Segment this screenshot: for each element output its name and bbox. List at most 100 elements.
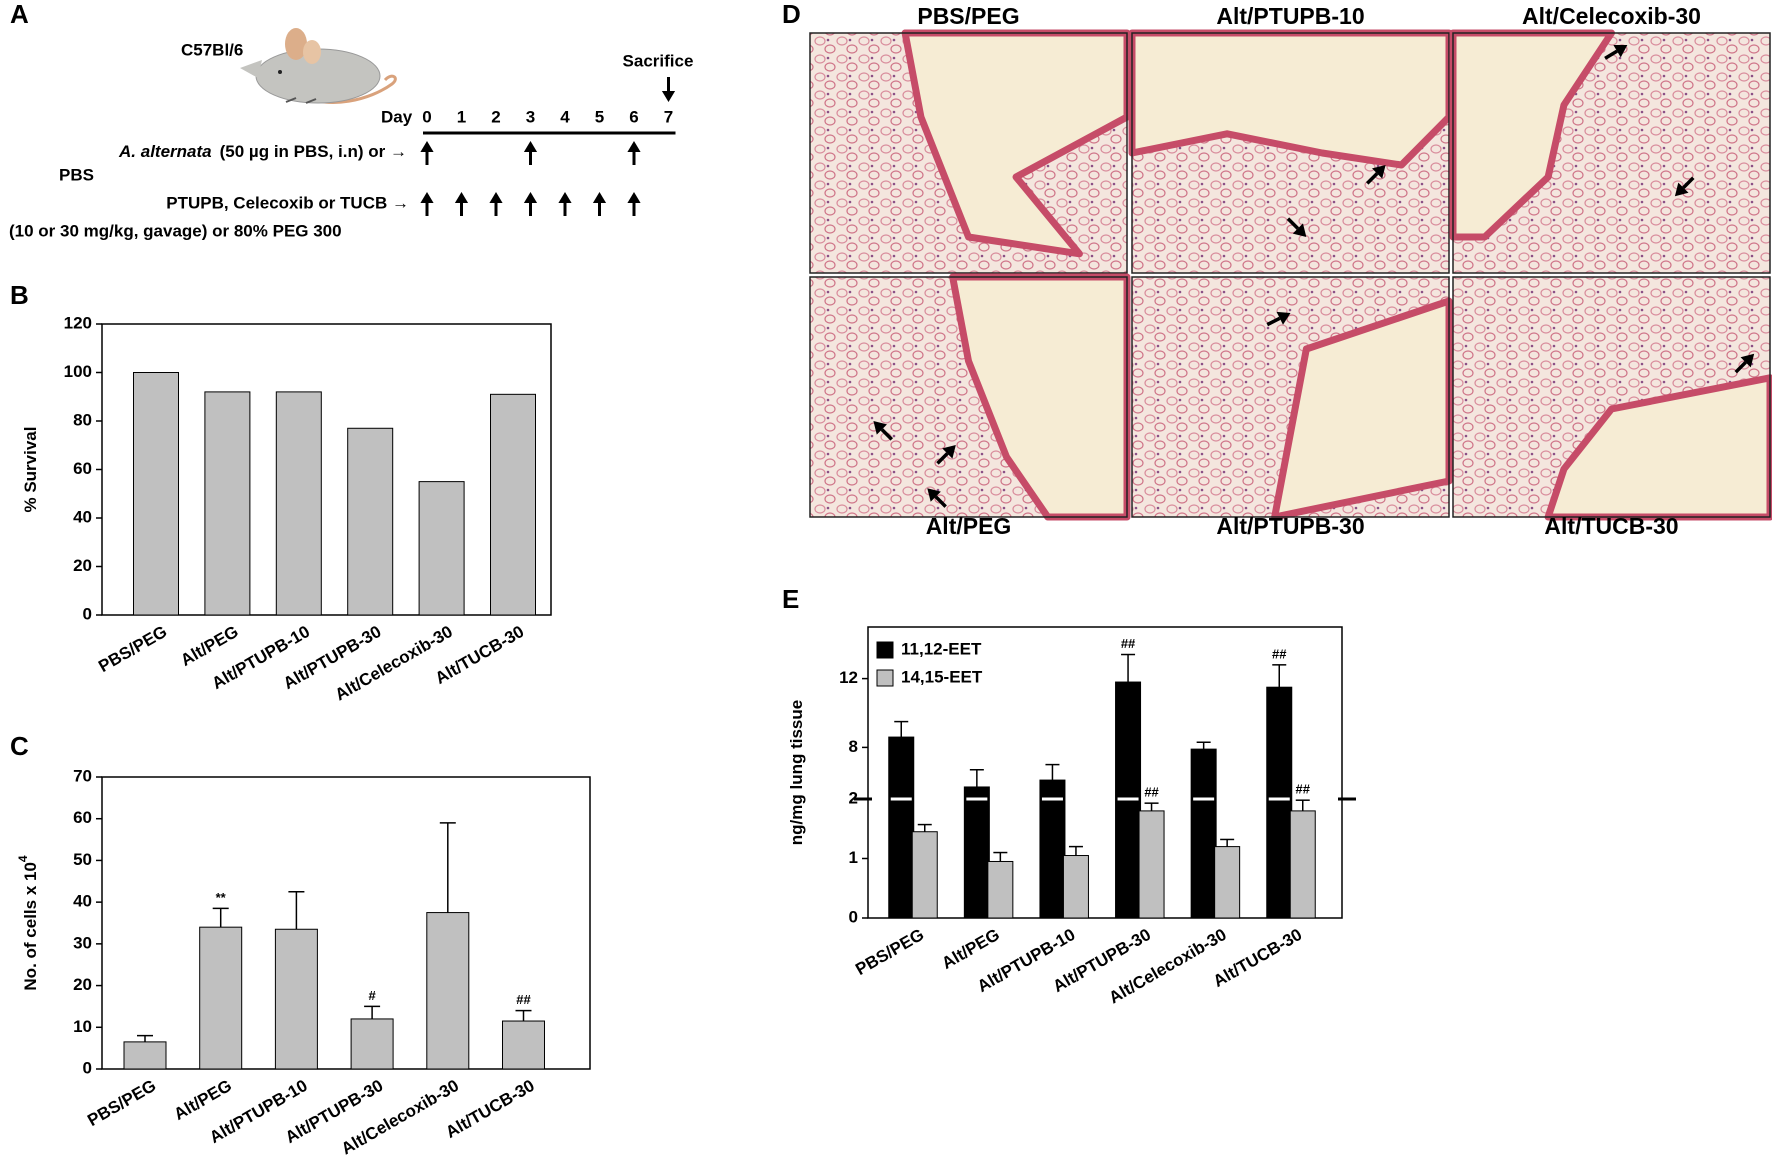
micrograph bbox=[1128, 29, 1453, 274]
bar bbox=[347, 427, 394, 616]
error-bar bbox=[917, 823, 932, 832]
arrow-shaft bbox=[1682, 176, 1695, 189]
day-number: 3 bbox=[526, 107, 535, 126]
y-tick-label: 10 bbox=[73, 1017, 92, 1036]
y-tick-label: 0 bbox=[83, 604, 92, 623]
arrow-shaft bbox=[1266, 316, 1281, 327]
day-number: 4 bbox=[560, 107, 570, 126]
y-axis-label-main: ng/mg lung tissue bbox=[787, 700, 806, 845]
error-bar bbox=[1144, 802, 1159, 811]
bar bbox=[502, 1020, 545, 1070]
y-tick-label: 30 bbox=[73, 933, 92, 952]
dose-arrow bbox=[454, 192, 469, 216]
y-axis-label-superscript: 4 bbox=[16, 855, 30, 862]
challenge-label-2: PBS bbox=[59, 165, 94, 184]
dose-arrow bbox=[523, 192, 538, 216]
bar bbox=[204, 391, 251, 616]
y-tick-label: 0 bbox=[849, 907, 858, 926]
significance-mark: ## bbox=[1296, 782, 1311, 797]
arrow-shaft bbox=[1365, 172, 1379, 185]
micrograph-label: Alt/PTUPB-30 bbox=[1216, 513, 1364, 539]
error-bar bbox=[515, 1009, 532, 1022]
day-number: 6 bbox=[629, 107, 638, 126]
day-number: 1 bbox=[457, 107, 466, 126]
annotation-arrow bbox=[1674, 176, 1695, 197]
dose-arrow bbox=[523, 141, 538, 165]
day-number: 7 bbox=[664, 107, 673, 126]
day-number: 0 bbox=[422, 107, 431, 126]
arrow-head bbox=[454, 192, 469, 203]
y-axis-label: % Survival bbox=[21, 427, 40, 513]
bar bbox=[350, 1018, 394, 1070]
error-bar bbox=[439, 822, 456, 913]
arrow-head bbox=[489, 192, 503, 203]
arrow-head bbox=[927, 488, 941, 502]
airway-lumen bbox=[1271, 297, 1453, 521]
bar bbox=[275, 391, 322, 616]
bar bbox=[426, 912, 470, 1070]
bar bbox=[274, 928, 318, 1070]
error-bar bbox=[1196, 741, 1211, 750]
legend-label: 14,15-EET bbox=[901, 667, 983, 686]
y-tick-label: 120 bbox=[64, 313, 92, 332]
y-axis-label-main: No. of cells x 10 bbox=[21, 862, 40, 991]
plot-frame bbox=[867, 626, 1343, 919]
arrow-head bbox=[1276, 311, 1291, 325]
plot-frame bbox=[101, 776, 591, 1070]
bar bbox=[133, 372, 179, 616]
sacrifice-label: Sacrifice bbox=[623, 51, 694, 70]
significance-mark: ## bbox=[516, 992, 531, 1007]
arrow-head bbox=[1740, 353, 1755, 368]
significance-mark: ** bbox=[216, 890, 227, 905]
sacrifice-arrow bbox=[661, 77, 676, 102]
arrow-head bbox=[523, 141, 538, 152]
significance-mark: ## bbox=[1144, 785, 1159, 800]
arrow-head bbox=[627, 192, 641, 203]
error-bar bbox=[1272, 664, 1287, 688]
bar bbox=[1266, 686, 1293, 919]
error-bar bbox=[1068, 845, 1083, 856]
x-tick-label: PBS/PEG bbox=[84, 1076, 159, 1130]
y-tick-label: 12 bbox=[839, 668, 858, 687]
legend-swatch bbox=[876, 669, 894, 687]
annotation-arrow bbox=[873, 421, 894, 441]
dose-arrow bbox=[558, 192, 572, 216]
arrow-head bbox=[942, 445, 956, 459]
annotation-arrow bbox=[1286, 217, 1307, 237]
dose-arrow bbox=[627, 141, 641, 165]
y-axis-label: No. of cells x 104 bbox=[16, 855, 40, 991]
dose-arrow bbox=[627, 192, 641, 216]
arrow-shaft bbox=[936, 452, 949, 465]
arrow-head bbox=[592, 192, 607, 203]
y-tick-label: 40 bbox=[73, 507, 92, 526]
legend-swatch bbox=[876, 641, 894, 659]
bar bbox=[199, 926, 243, 1070]
annotation-arrow bbox=[1604, 45, 1628, 60]
micrograph-border bbox=[1452, 32, 1771, 274]
micrograph bbox=[809, 29, 1131, 274]
annotation-arrow bbox=[1266, 311, 1291, 327]
micrograph-label: Alt/Celecoxib-30 bbox=[1522, 3, 1701, 29]
y-tick-label: 80 bbox=[73, 410, 92, 429]
micrograph bbox=[1449, 29, 1771, 274]
y-tick-label: 100 bbox=[64, 362, 92, 381]
y-tick-label: 20 bbox=[73, 556, 92, 575]
error-bar bbox=[1045, 763, 1060, 781]
dose-arrow bbox=[420, 141, 434, 165]
mouse-illustration bbox=[240, 28, 397, 104]
annotation-arrow bbox=[1734, 353, 1755, 374]
error-bar bbox=[1295, 799, 1310, 811]
bar bbox=[1289, 810, 1316, 919]
arrow-head bbox=[873, 421, 887, 435]
y-tick-label: 70 bbox=[73, 766, 92, 785]
y-tick-label: 20 bbox=[73, 975, 92, 994]
x-tick-label: Alt/Celecoxib-30 bbox=[332, 622, 456, 705]
annotation-arrow bbox=[1365, 165, 1386, 185]
significance-mark: ## bbox=[1272, 646, 1287, 661]
y-tick-label: 50 bbox=[73, 850, 92, 869]
bar bbox=[1062, 855, 1089, 919]
micrograph bbox=[809, 273, 1131, 521]
day-number: 2 bbox=[491, 107, 500, 126]
bar bbox=[1039, 779, 1066, 919]
